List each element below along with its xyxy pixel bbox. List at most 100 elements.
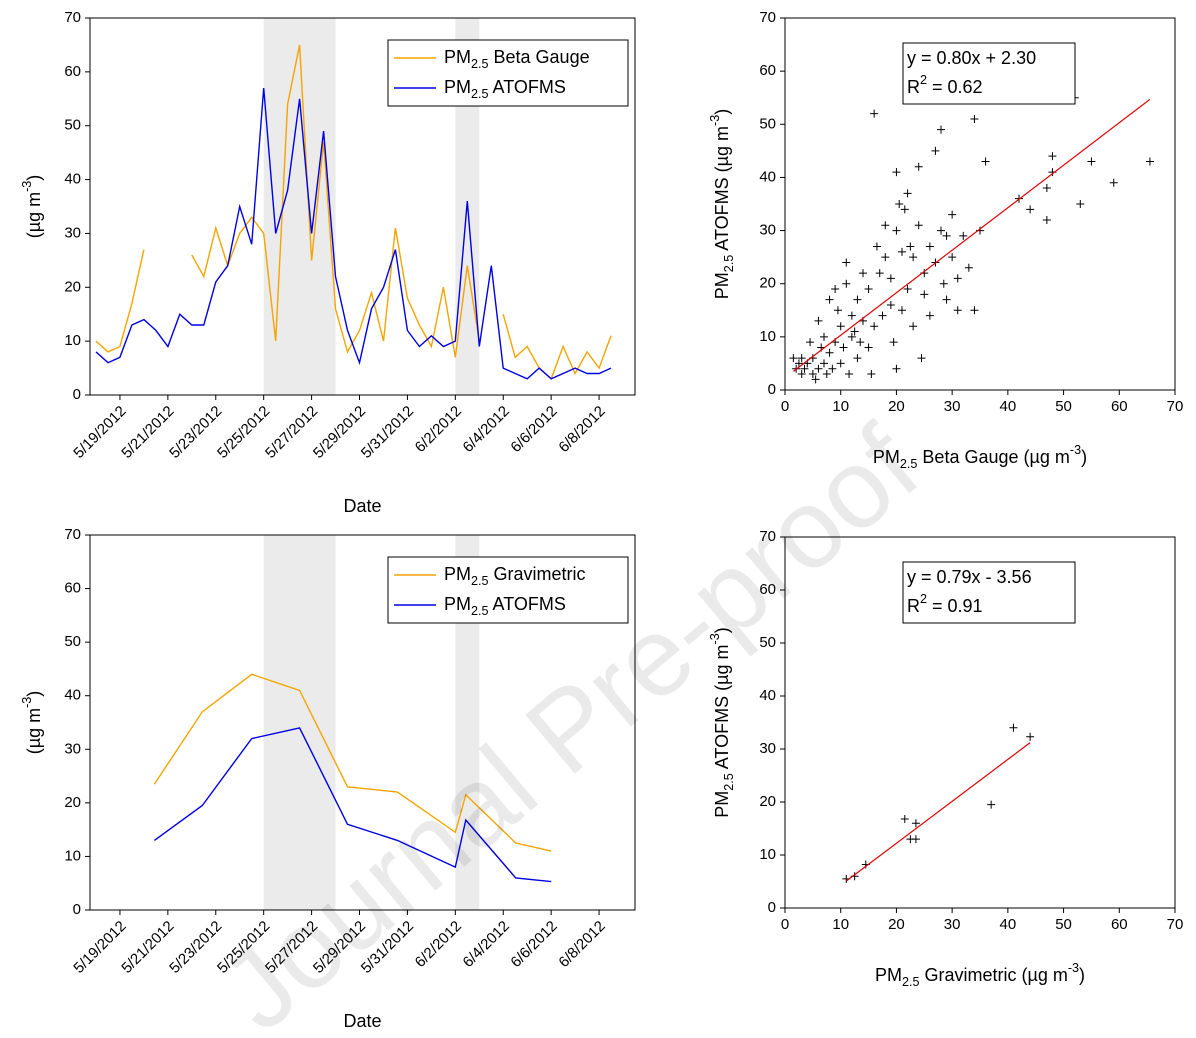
y-tick-label: 50 — [759, 634, 776, 651]
x-tick-label: 5/31/2012 — [358, 403, 417, 462]
x-tick-label: 30 — [944, 398, 961, 415]
x-tick-label: 40 — [1000, 398, 1017, 415]
scatter-point — [870, 322, 879, 331]
scatter-point — [886, 274, 895, 283]
x-tick-label: 6/8/2012 — [555, 918, 608, 971]
plot-frame — [784, 17, 1176, 391]
scatter-point — [964, 263, 973, 272]
series-line — [95, 44, 612, 381]
scatter-point — [864, 285, 873, 294]
shaded-span — [263, 535, 336, 910]
scatter-point — [806, 338, 815, 347]
series-line — [153, 727, 552, 883]
scatter-point — [872, 242, 881, 251]
scatter-point — [847, 311, 856, 320]
x-tick-label: 6/2/2012 — [412, 403, 465, 456]
y-tick-label: 30 — [759, 222, 776, 239]
x-tick-label: 6/4/2012 — [460, 918, 513, 971]
scatter-point — [937, 226, 945, 235]
x-tick-label: 6/8/2012 — [555, 403, 608, 456]
scatter-point — [914, 221, 923, 230]
x-tick-label: 10 — [832, 916, 849, 933]
plot-frame — [89, 534, 636, 911]
scatter-point — [797, 370, 806, 379]
scatter-point — [839, 343, 848, 352]
scatter-point — [797, 354, 806, 363]
scatter-point — [892, 226, 901, 235]
scatter-point — [853, 295, 862, 304]
scatter-point — [914, 162, 923, 171]
y-tick-label: 0 — [768, 381, 776, 398]
scatter-point — [987, 800, 996, 809]
x-tick-label: 50 — [1055, 398, 1072, 415]
scatter-point — [847, 332, 856, 341]
legend-box — [387, 556, 629, 624]
y-tick-label: 70 — [759, 9, 776, 26]
scatter-point — [853, 354, 862, 363]
scatter-point — [970, 114, 979, 123]
scatter-point — [1087, 157, 1096, 166]
fit-line — [845, 742, 1031, 882]
x-tick-label: 20 — [888, 916, 905, 933]
x-tick-label: 30 — [944, 916, 961, 933]
x-tick-label: 60 — [1111, 398, 1128, 415]
y-tick-label: 40 — [64, 687, 81, 704]
x-tick-label: 50 — [1055, 916, 1072, 933]
y-tick-label: 50 — [64, 117, 81, 134]
x-tick-label: 70 — [1167, 398, 1184, 415]
x-tick-label: 6/4/2012 — [460, 403, 513, 456]
scatter-point — [794, 359, 803, 368]
scatter-point — [903, 189, 912, 198]
scatter-point — [825, 348, 834, 357]
legend-box — [387, 39, 629, 107]
scatter-point — [948, 210, 957, 219]
scatter-point — [906, 242, 915, 251]
scatter-point — [831, 285, 840, 294]
scatter-point — [970, 306, 979, 315]
y-tick-label: 70 — [64, 526, 81, 543]
scatter-point — [1048, 152, 1057, 161]
scatter-point — [850, 327, 859, 336]
plot-frame — [89, 17, 636, 396]
scatter-point — [1109, 178, 1118, 187]
x-tick-label: 20 — [888, 398, 905, 415]
x-tick-label: 40 — [1000, 916, 1017, 933]
scatter-point — [808, 370, 817, 379]
scatter-point — [864, 343, 873, 352]
scatter-point — [900, 205, 909, 214]
scatter-point — [820, 332, 828, 341]
scatter-point — [842, 258, 851, 267]
scatter-point — [814, 364, 823, 373]
annotation: y = 0.80x + 2.30 — [907, 48, 1036, 68]
annotation-box — [902, 561, 1076, 624]
y-axis-label: PM2.5 ATOFMS (µg m-3) — [708, 109, 736, 299]
scatter-point — [800, 364, 809, 373]
y-tick-label: 40 — [759, 687, 776, 704]
scatter-point — [1042, 215, 1051, 224]
annotation: y = 0.79x - 3.56 — [907, 567, 1032, 587]
scatter-point — [1042, 184, 1051, 193]
x-tick-label: 6/6/2012 — [507, 918, 560, 971]
y-tick-label: 20 — [64, 794, 81, 811]
scatter-point — [886, 300, 895, 309]
scatter-point — [859, 269, 867, 278]
scatter-point — [909, 253, 918, 262]
plot-frame — [784, 536, 1176, 909]
scatter-point — [878, 311, 887, 320]
scatter-point — [959, 231, 968, 240]
x-tick-label: 0 — [781, 398, 789, 415]
scatter-point — [953, 274, 962, 283]
scatter-point — [836, 322, 845, 331]
scatter-point — [842, 279, 851, 288]
scatter-point — [822, 370, 831, 379]
y-tick-label: 10 — [759, 328, 776, 345]
y-tick-label: 40 — [64, 171, 81, 188]
scatter-point — [939, 279, 948, 288]
y-tick-label: 10 — [759, 846, 776, 863]
scatter-point — [925, 242, 934, 251]
y-tick-label: 0 — [768, 899, 776, 916]
x-axis-label: Date — [343, 496, 381, 516]
scatter-point — [900, 814, 909, 823]
